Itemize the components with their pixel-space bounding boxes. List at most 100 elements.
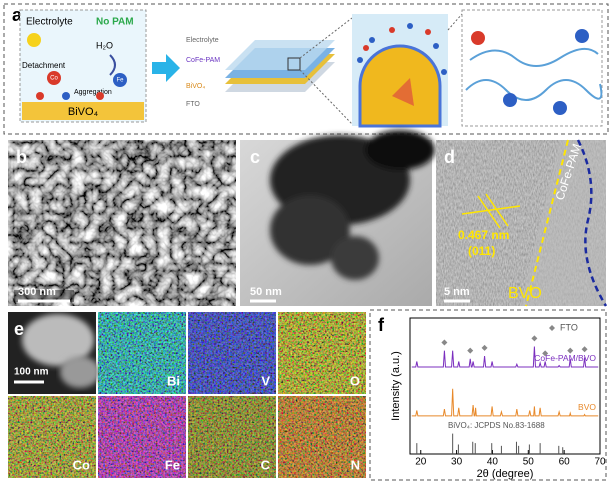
particle	[358, 44, 442, 128]
layer-label: FTO	[186, 101, 200, 108]
eds-map	[98, 312, 186, 394]
text: Aggregation	[74, 89, 112, 96]
particle	[22, 314, 94, 366]
text: Electrolyte	[26, 17, 73, 28]
text: Co	[50, 76, 58, 82]
text: 0.467 nm	[458, 228, 509, 242]
text: No PAM	[96, 17, 134, 28]
layer	[225, 40, 335, 70]
eds-map	[188, 312, 276, 394]
element-label: Fe	[165, 457, 180, 472]
zoom-line	[447, 13, 463, 31]
scale-label: 100 nm	[14, 367, 49, 378]
particles	[270, 130, 435, 280]
text: (011)	[468, 244, 495, 258]
panel-b: b 300 nm	[8, 140, 236, 306]
wedge	[392, 78, 414, 106]
panel-label: f	[378, 315, 385, 335]
text: Detachment	[22, 61, 66, 70]
panel-label: e	[14, 319, 24, 339]
ion	[471, 31, 485, 45]
ions	[363, 27, 431, 51]
element-label: O	[350, 373, 360, 388]
legend-marker	[549, 325, 555, 331]
element-label: C	[261, 457, 271, 472]
scale-label: 5 nm	[444, 286, 470, 298]
fto-marker	[581, 346, 588, 353]
x-tick-label: 70	[594, 457, 606, 468]
ion	[553, 101, 567, 115]
text: BVO	[508, 285, 542, 302]
text: Fe	[116, 78, 124, 84]
eds-map	[8, 396, 96, 478]
zoom-box	[287, 57, 301, 71]
chain	[469, 47, 599, 67]
layer-label: Electrolyte	[186, 37, 219, 44]
arrow	[152, 54, 180, 82]
panel-label: a	[12, 5, 23, 25]
ion	[503, 93, 517, 107]
element-label: V	[261, 373, 270, 388]
x-tick-label: 30	[451, 457, 463, 468]
element-label: Co	[73, 457, 90, 472]
text: BiVO₄	[68, 106, 99, 118]
ion	[96, 92, 104, 100]
fto-marker	[467, 347, 474, 354]
layer-label: CoFe-PAM	[186, 57, 220, 64]
panel-c: c 50 nm	[240, 130, 435, 306]
x-tick-label: 50	[523, 457, 535, 468]
arrow	[109, 54, 116, 76]
chain	[465, 79, 603, 101]
sem-image	[8, 140, 236, 306]
xrd-line	[411, 388, 599, 417]
ion	[575, 29, 589, 43]
fto-marker	[531, 335, 538, 342]
x-axis-label: 2θ (degree)	[477, 468, 534, 480]
zoom-line	[299, 17, 353, 59]
panel-d: d CoFe-PAM 0.467 nm (011) 5 nm BVO	[436, 139, 608, 307]
panel-e: e 100 nm Bi V O Co Fe C N	[8, 312, 366, 478]
fringe	[485, 193, 509, 227]
polymer-box	[461, 9, 603, 127]
fto-marker	[567, 347, 574, 354]
substrate	[22, 102, 144, 120]
arrow	[461, 205, 521, 215]
text: H₂O	[96, 40, 113, 50]
y-axis-label: Intensity (a.u.)	[390, 351, 402, 421]
eds-map	[98, 396, 186, 478]
x-tick-label: 20	[415, 457, 427, 468]
panel-frame	[369, 309, 607, 481]
fto-marker	[481, 344, 488, 351]
x-tick-label: 40	[487, 457, 499, 468]
ions	[357, 23, 447, 75]
plot-frame	[409, 317, 601, 455]
boundary	[576, 139, 608, 307]
particle	[60, 356, 100, 388]
x-tick-label: 60	[559, 457, 571, 468]
ion	[36, 92, 44, 100]
panel-f: f 2θ (degree) Intensity (a.u.) 20 30 40 50 6…	[369, 309, 607, 481]
scale-bg	[14, 290, 74, 302]
element-label: N	[351, 457, 360, 472]
element-label: Bi	[167, 373, 180, 388]
sun	[27, 33, 41, 47]
fto-marker	[542, 350, 549, 357]
panel-a: a Electrolyte No PAM H₂O Detachment Co F…	[3, 3, 609, 135]
xrd-line	[411, 346, 599, 368]
eds-map	[278, 396, 366, 478]
co-ion	[47, 71, 61, 85]
boundary	[525, 139, 569, 307]
panel-label: c	[250, 147, 260, 167]
ion	[62, 92, 70, 100]
fto-marker	[441, 339, 448, 346]
eds-map	[188, 396, 276, 478]
zoom-line	[299, 69, 353, 125]
series-label: CoFe-PAM/BVO	[534, 353, 596, 363]
fe-ion	[113, 73, 127, 87]
scale-label: 50 nm	[250, 286, 282, 298]
legend-label: FTO	[560, 322, 578, 332]
eds-map	[278, 312, 366, 394]
scale-label: 300 nm	[18, 286, 56, 298]
reference-label: BiVO₄: JCPDS No.83-1688	[448, 421, 545, 430]
